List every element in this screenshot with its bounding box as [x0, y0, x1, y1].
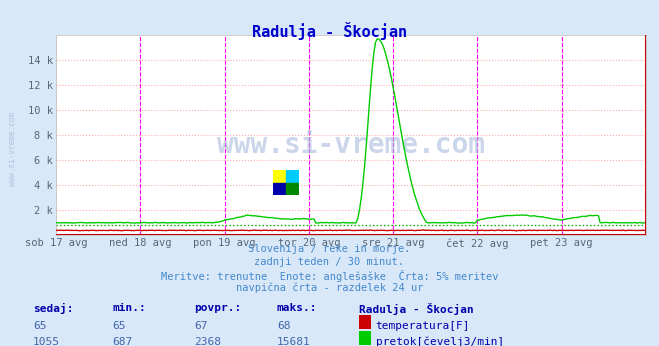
Text: maks.:: maks.:: [277, 303, 317, 313]
Text: 67: 67: [194, 321, 208, 331]
Text: Radulja - Škocjan: Radulja - Škocjan: [252, 22, 407, 40]
Text: 687: 687: [112, 337, 132, 346]
Text: www.si-vreme.com: www.si-vreme.com: [217, 131, 485, 159]
Text: 65: 65: [33, 321, 46, 331]
Text: min.:: min.:: [112, 303, 146, 313]
Text: navpična črta - razdelek 24 ur: navpična črta - razdelek 24 ur: [236, 282, 423, 293]
Text: Slovenija / reke in morje.: Slovenija / reke in morje.: [248, 244, 411, 254]
Bar: [286, 170, 299, 183]
Text: 15681: 15681: [277, 337, 310, 346]
Text: zadnji teden / 30 minut.: zadnji teden / 30 minut.: [254, 257, 405, 267]
Text: 1055: 1055: [33, 337, 60, 346]
Bar: [286, 183, 299, 195]
Text: Meritve: trenutne  Enote: anglešaške  Črta: 5% meritev: Meritve: trenutne Enote: anglešaške Črta…: [161, 270, 498, 282]
Text: 2368: 2368: [194, 337, 221, 346]
Text: sedaj:: sedaj:: [33, 303, 73, 314]
Text: temperatura[F]: temperatura[F]: [376, 321, 470, 331]
Bar: [273, 183, 286, 195]
Text: pretok[čevelj3/min]: pretok[čevelj3/min]: [376, 337, 504, 346]
Text: povpr.:: povpr.:: [194, 303, 242, 313]
Bar: [273, 170, 286, 183]
Text: www.si-vreme.com: www.si-vreme.com: [8, 112, 17, 186]
Text: Radulja - Škocjan: Radulja - Škocjan: [359, 303, 474, 315]
Text: 65: 65: [112, 321, 125, 331]
Text: 68: 68: [277, 321, 290, 331]
